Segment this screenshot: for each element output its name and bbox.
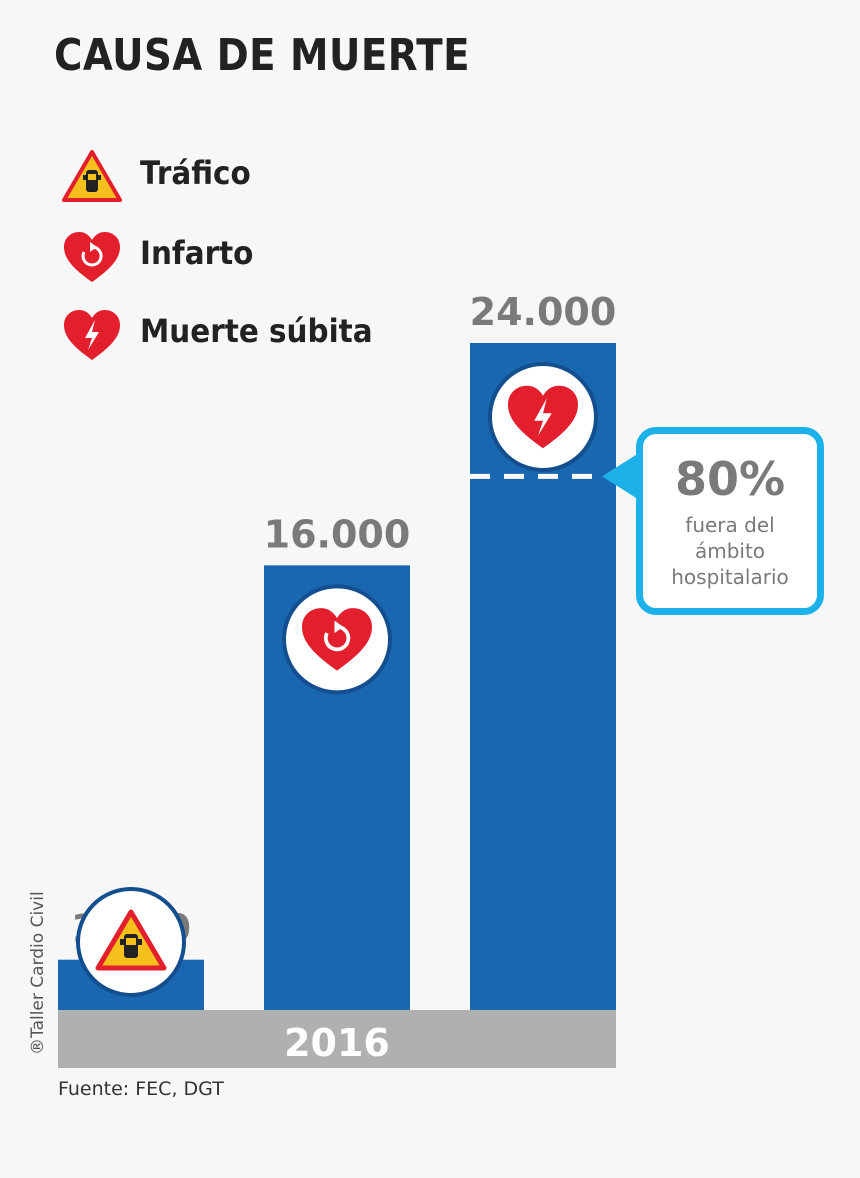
warning-car-icon (95, 909, 167, 971)
year-band (58, 1010, 616, 1068)
credit-text: ®Taller Cardio Civil (28, 891, 48, 1055)
annotation-value: 80% (674, 452, 786, 506)
annotation-callout: 80% fuera del ámbito hospitalario (636, 427, 824, 615)
annotation-text: fuera del ámbito hospitalario (671, 513, 789, 589)
legend-label: Infarto (140, 234, 254, 272)
source-text: Fuente: FEC, DGT (58, 1078, 224, 1100)
heart-cycle-icon (64, 232, 120, 282)
legend-label: Tráfico (140, 154, 251, 192)
chart-title: CAUSA DE MUERTE (54, 30, 471, 81)
heart-bolt-icon (508, 385, 578, 449)
heart-bolt-icon (64, 310, 120, 360)
legend-label: Muerte súbita (140, 312, 373, 350)
x-axis-label: 2016 (284, 1021, 390, 1065)
warning-car-icon (62, 150, 122, 202)
callout-pointer (602, 452, 640, 501)
bar-value-label: 16.000 (264, 512, 411, 556)
heart-cycle-icon (302, 608, 372, 671)
bar-value-label: 24.000 (470, 290, 617, 334)
